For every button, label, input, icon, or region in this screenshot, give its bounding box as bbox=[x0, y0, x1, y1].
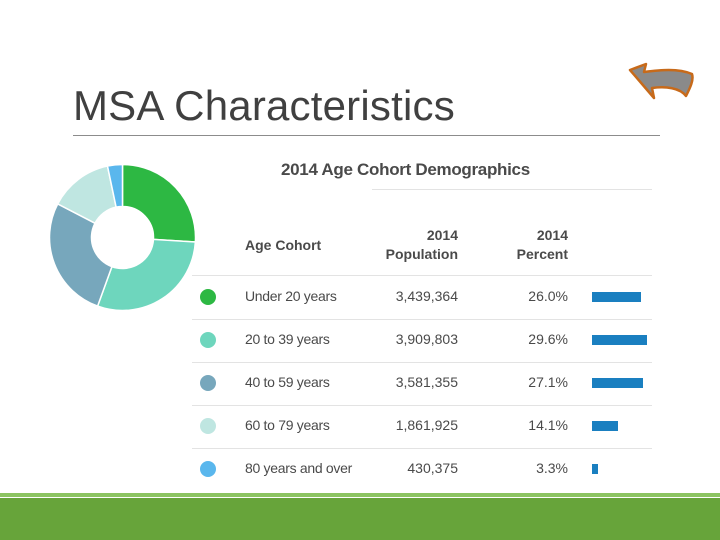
table-title: 2014 Age Cohort Demographics bbox=[281, 160, 530, 179]
legend-swatch bbox=[200, 289, 216, 305]
table-row: 80 years and over 430,375 3.3% bbox=[192, 448, 652, 491]
table-row: 40 to 59 years 3,581,355 27.1% bbox=[192, 362, 652, 405]
population-value: 3,909,803 bbox=[395, 331, 458, 347]
footer-bar bbox=[0, 498, 720, 540]
cohort-label: 80 years and over bbox=[245, 460, 352, 476]
donut-slice bbox=[106, 163, 124, 209]
header-divider bbox=[192, 275, 652, 276]
row-divider bbox=[192, 405, 652, 406]
percent-value: 29.6% bbox=[528, 331, 568, 347]
population-value: 1,861,925 bbox=[395, 417, 458, 433]
legend-swatch bbox=[200, 418, 216, 434]
percent-bar bbox=[592, 335, 648, 345]
header-age-cohort: Age Cohort bbox=[245, 237, 322, 253]
percent-bar bbox=[592, 421, 619, 431]
header-percent-label: Percent bbox=[516, 246, 568, 262]
percent-value: 26.0% bbox=[528, 288, 568, 304]
percent-bar bbox=[592, 292, 641, 302]
row-divider bbox=[192, 319, 652, 320]
table-row: 60 to 79 years 1,861,925 14.1% bbox=[192, 405, 652, 448]
percent-value: 3.3% bbox=[536, 460, 568, 476]
back-arrow-icon[interactable] bbox=[620, 58, 700, 106]
population-value: 3,581,355 bbox=[395, 374, 458, 390]
age-cohort-donut-chart bbox=[48, 163, 197, 312]
percent-value: 27.1% bbox=[528, 374, 568, 390]
percent-bar bbox=[592, 378, 643, 388]
percent-value: 14.1% bbox=[528, 417, 568, 433]
header-population: 2014 Population bbox=[386, 226, 458, 264]
donut-slice bbox=[121, 163, 197, 243]
header-percent-year: 2014 bbox=[536, 227, 568, 243]
cohort-label: Under 20 years bbox=[245, 288, 337, 304]
row-divider bbox=[192, 362, 652, 363]
cohort-label: 40 to 59 years bbox=[245, 374, 330, 390]
legend-swatch bbox=[200, 375, 216, 391]
population-value: 430,375 bbox=[407, 460, 458, 476]
header-percent: 2014 Percent bbox=[517, 226, 568, 264]
cohort-label: 60 to 79 years bbox=[245, 417, 330, 433]
title-divider bbox=[73, 135, 660, 136]
cohort-label: 20 to 39 years bbox=[245, 331, 330, 347]
row-divider bbox=[192, 448, 652, 449]
title-underline bbox=[372, 189, 652, 190]
legend-swatch bbox=[200, 461, 216, 477]
donut-slice bbox=[96, 238, 197, 312]
legend-swatch bbox=[200, 332, 216, 348]
footer-accent-line bbox=[0, 493, 720, 497]
donut-slice bbox=[48, 202, 113, 308]
slide-title: MSA Characteristics bbox=[73, 82, 455, 129]
table-row: Under 20 years 3,439,364 26.0% bbox=[192, 276, 652, 319]
population-value: 3,439,364 bbox=[395, 288, 458, 304]
table-row: 20 to 39 years 3,909,803 29.6% bbox=[192, 319, 652, 362]
header-population-label: Population bbox=[385, 246, 458, 262]
percent-bar bbox=[592, 464, 599, 474]
header-population-year: 2014 bbox=[426, 227, 458, 243]
